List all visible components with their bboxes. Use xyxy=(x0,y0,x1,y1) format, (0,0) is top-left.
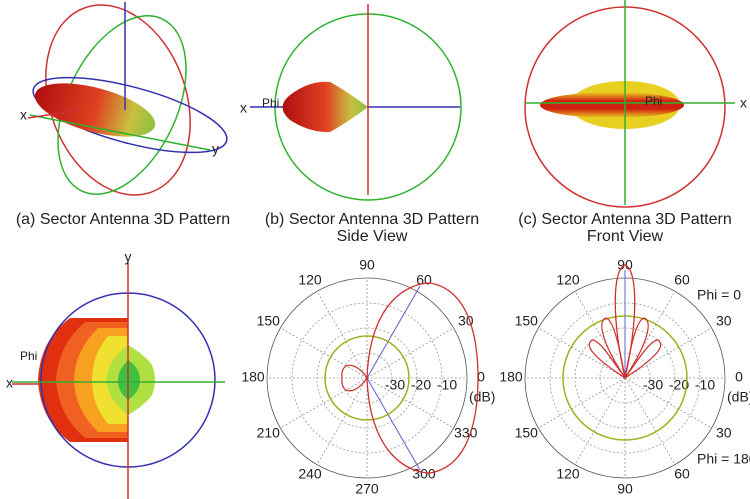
grid-spoke xyxy=(624,377,676,465)
grid-ring xyxy=(291,302,443,454)
grid-spoke xyxy=(280,327,368,379)
caption: (a) Sector Antenna 3D Pattern xyxy=(16,211,230,228)
polar-1-pattern xyxy=(324,282,479,474)
angle-label: 210 xyxy=(257,425,281,441)
radial-label: -30 xyxy=(643,377,663,393)
angle-label: 120 xyxy=(556,466,580,482)
axis-label: x xyxy=(240,100,247,116)
angle-label: 300 xyxy=(412,466,436,482)
grid-spoke xyxy=(538,327,626,379)
grid-spoke xyxy=(624,327,712,379)
angle-label: 180 xyxy=(499,369,523,385)
note: Phi = 180 xyxy=(697,451,750,467)
axis-label: y xyxy=(212,141,219,157)
panel-c-graphic xyxy=(524,0,735,208)
angle-label: 120 xyxy=(556,272,580,288)
angle-label: 240 xyxy=(298,466,322,482)
axis-label: y xyxy=(125,249,132,265)
panel-b-graphic xyxy=(250,4,462,201)
axis-label: x xyxy=(740,95,747,111)
angle-label: 180 xyxy=(241,369,265,385)
axis-label: Phi xyxy=(262,96,279,110)
radial-label: -20 xyxy=(411,377,431,393)
grid-spoke xyxy=(574,377,626,465)
caption: (c) Sector Antenna 3D Pattern xyxy=(518,211,731,228)
grid-spoke xyxy=(366,377,454,429)
axis-label: x xyxy=(20,107,27,123)
grid-ring xyxy=(266,277,468,479)
panel-a-graphic xyxy=(27,2,228,196)
grid-spoke xyxy=(316,377,368,465)
grid-spoke xyxy=(624,377,712,429)
radial-label: -20 xyxy=(669,377,689,393)
radial-label: -10 xyxy=(437,377,457,393)
unit-label: (dB) xyxy=(469,389,495,405)
angle-label: 150 xyxy=(257,313,281,329)
angle-label: 90 xyxy=(359,257,375,273)
grid-spoke xyxy=(366,327,454,379)
angle-label: 120 xyxy=(298,272,322,288)
caption: (b) Sector Antenna 3D Pattern xyxy=(265,211,479,228)
grid-spoke xyxy=(538,377,626,429)
angle-label: 60 xyxy=(416,272,432,288)
angle-label: 60 xyxy=(674,466,690,482)
angle-label: 150 xyxy=(515,313,539,329)
note: Phi = 0 xyxy=(697,287,741,303)
radial-label: -30 xyxy=(385,377,405,393)
angle-label: 30 xyxy=(716,425,732,441)
angle-label: 0 xyxy=(477,369,485,385)
angle-label: 90 xyxy=(617,481,633,497)
angle-label: 30 xyxy=(458,313,474,329)
axis-label: Phi xyxy=(20,349,37,363)
unit-label: (dB) xyxy=(727,389,750,405)
angle-label: 60 xyxy=(674,272,690,288)
angle-label: 270 xyxy=(355,481,379,497)
grid-spoke xyxy=(280,377,368,429)
grid-spoke xyxy=(316,291,368,379)
polar-grid xyxy=(266,277,468,479)
angle-label: 0 xyxy=(735,369,743,385)
caption: Side View xyxy=(337,228,408,245)
axis-label: Phi xyxy=(645,94,662,108)
caption: Front View xyxy=(587,228,664,245)
axis-label: x xyxy=(6,375,13,391)
radial-label: -10 xyxy=(695,377,715,393)
angle-label: 150 xyxy=(515,425,539,441)
angle-label: 330 xyxy=(454,425,478,441)
polar-2-pattern xyxy=(562,264,688,441)
angle-label: 30 xyxy=(716,313,732,329)
panel-d-graphic xyxy=(12,262,225,499)
